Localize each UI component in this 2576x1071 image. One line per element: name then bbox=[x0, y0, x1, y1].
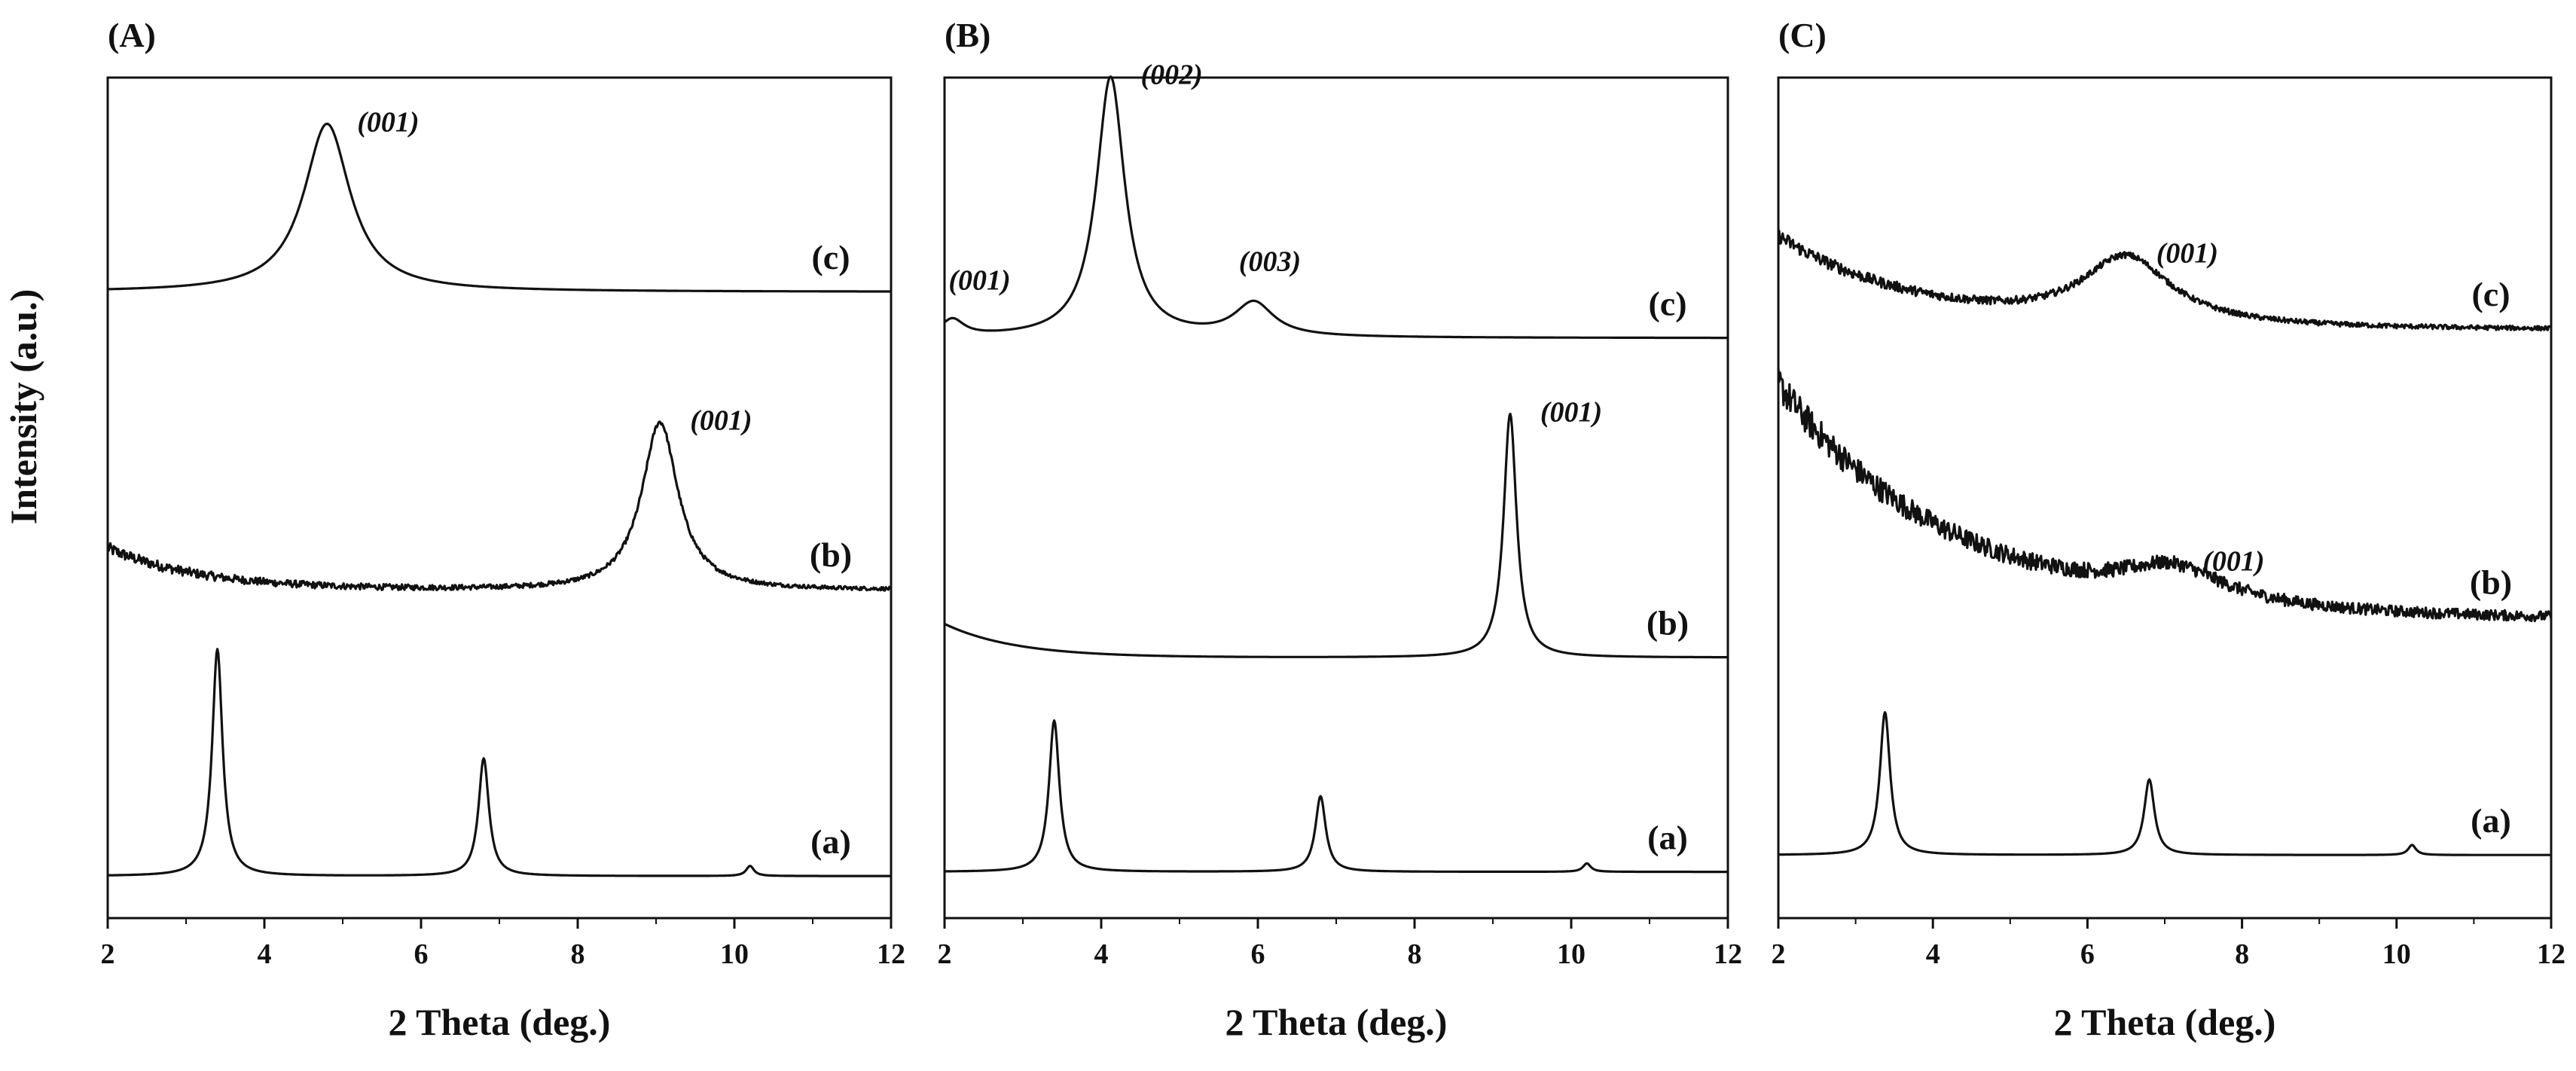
y-axis-label: Intensity (a.u.) bbox=[6, 289, 44, 525]
panel-label: (C) bbox=[1778, 16, 1827, 54]
x-tick-label: 4 bbox=[258, 938, 272, 970]
x-tick-label: 12 bbox=[2537, 938, 2565, 970]
x-axis-label: 2 Theta (deg.) bbox=[1225, 1001, 1448, 1043]
x-axis-label: 2 Theta (deg.) bbox=[389, 1001, 611, 1043]
panel-label: (A) bbox=[108, 16, 156, 54]
x-tick-label: 6 bbox=[414, 938, 429, 970]
panel-label: (B) bbox=[945, 16, 990, 54]
x-tick-label: 10 bbox=[720, 938, 749, 970]
x-tick-label: 4 bbox=[1926, 938, 1940, 970]
xrd-curve-c bbox=[1777, 229, 2552, 332]
xrd-curve-b bbox=[944, 412, 1729, 659]
curve-label: (c) bbox=[1648, 285, 1686, 323]
xrd-curve-a bbox=[107, 648, 892, 877]
xrd-curve-a bbox=[1778, 711, 2552, 856]
curve-label: (a) bbox=[2471, 801, 2511, 840]
xrd-curve-c bbox=[943, 75, 1729, 340]
peak-annotation: (001) bbox=[690, 404, 752, 436]
x-axis-label: 2 Theta (deg.) bbox=[2054, 1001, 2276, 1043]
x-tick-label: 8 bbox=[571, 938, 585, 970]
peak-annotation: (001) bbox=[2156, 237, 2218, 269]
curve-label: (b) bbox=[810, 536, 852, 574]
x-tick-label: 2 bbox=[101, 938, 115, 970]
y-axis-label-svg: Intensity (a.u.) bbox=[2, 289, 44, 525]
peak-annotation: (001) bbox=[2202, 545, 2264, 577]
y-axis-label-container: Intensity (a.u.) bbox=[2, 151, 48, 663]
xrd-curve-b bbox=[1777, 368, 2553, 623]
xrd-curve-b bbox=[106, 420, 892, 592]
x-tick-label: 8 bbox=[2235, 938, 2249, 970]
curve-label: (c) bbox=[811, 238, 850, 276]
xrd-curve-a bbox=[944, 719, 1729, 874]
x-tick-label: 8 bbox=[1408, 938, 1422, 970]
curve-label: (a) bbox=[1647, 819, 1688, 857]
x-tick-label: 12 bbox=[1714, 938, 1742, 970]
peak-annotation: (002) bbox=[1140, 60, 1202, 91]
x-tick-label: 12 bbox=[877, 938, 905, 970]
peak-annotation: (003) bbox=[1239, 246, 1301, 277]
x-tick-label: 10 bbox=[2382, 938, 2411, 970]
peak-annotation: (001) bbox=[357, 106, 419, 138]
peak-annotation: (001) bbox=[1540, 396, 1602, 428]
x-tick-label: 6 bbox=[1251, 938, 1265, 970]
x-tick-label: 4 bbox=[1094, 938, 1109, 970]
peak-annotation: (001) bbox=[948, 264, 1010, 296]
xrd-curve-c bbox=[107, 122, 892, 293]
plot-frame-2 bbox=[943, 76, 1729, 920]
curve-label: (b) bbox=[2470, 563, 2512, 601]
x-tick-label: 10 bbox=[1557, 938, 1586, 970]
x-tick-label: 2 bbox=[938, 938, 952, 970]
curve-label: (a) bbox=[810, 822, 851, 861]
curve-label: (b) bbox=[1647, 604, 1689, 642]
x-tick-label: 6 bbox=[2080, 938, 2095, 970]
curve-label: (c) bbox=[2471, 275, 2510, 313]
x-tick-label: 2 bbox=[1772, 938, 1786, 970]
